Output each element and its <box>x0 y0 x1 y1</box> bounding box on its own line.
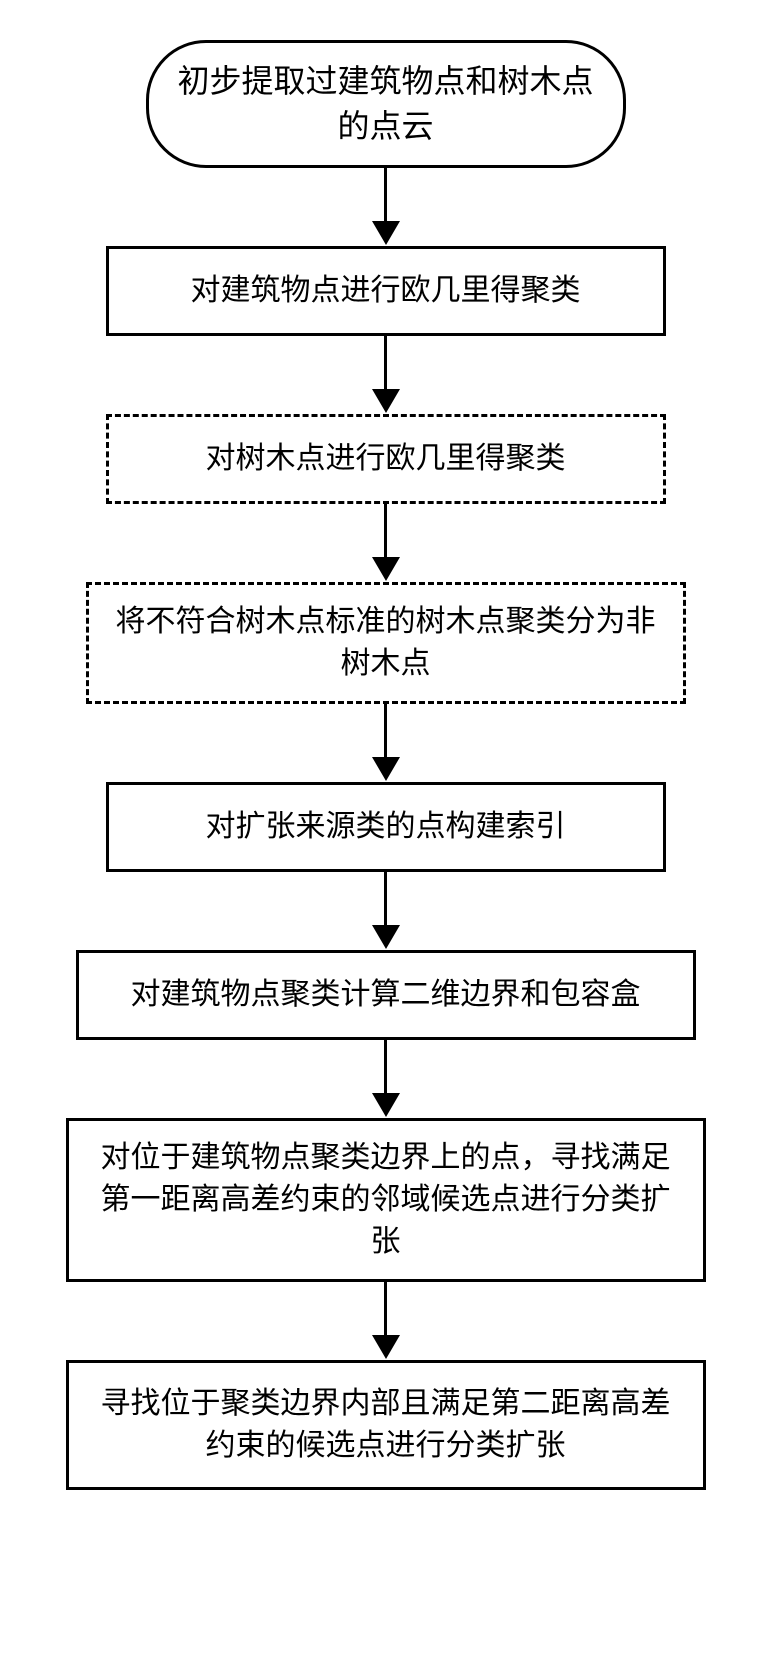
flowchart-arrow <box>372 504 400 582</box>
node-text: 对扩张来源类的点构建索引 <box>206 806 566 848</box>
flowchart-container: 初步提取过建筑物点和树木点的点云 对建筑物点进行欧几里得聚类 对树木点进行欧几里… <box>46 40 726 1490</box>
flowchart-process-step2-dashed: 对树木点进行欧几里得聚类 <box>106 414 666 504</box>
arrow-head-icon <box>372 389 400 413</box>
node-text: 将不符合树木点标准的树木点聚类分为非树木点 <box>113 601 659 685</box>
flowchart-terminator-start: 初步提取过建筑物点和树木点的点云 <box>146 40 626 168</box>
arrow-head-icon <box>372 1335 400 1359</box>
flowchart-arrow <box>372 704 400 782</box>
arrow-line <box>384 1282 387 1336</box>
flowchart-arrow <box>372 1282 400 1360</box>
flowchart-process-step4: 对扩张来源类的点构建索引 <box>106 782 666 872</box>
arrow-line <box>384 336 387 390</box>
node-text: 寻找位于聚类边界内部且满足第二距离高差约束的候选点进行分类扩张 <box>93 1383 679 1467</box>
node-text: 对建筑物点聚类计算二维边界和包容盒 <box>131 974 641 1016</box>
arrow-head-icon <box>372 925 400 949</box>
arrow-head-icon <box>372 757 400 781</box>
flowchart-process-step3-dashed: 将不符合树木点标准的树木点聚类分为非树木点 <box>86 582 686 704</box>
arrow-line <box>384 704 387 758</box>
node-text: 初步提取过建筑物点和树木点的点云 <box>173 59 599 149</box>
flowchart-arrow <box>372 336 400 414</box>
arrow-head-icon <box>372 1093 400 1117</box>
flowchart-process-step5: 对建筑物点聚类计算二维边界和包容盒 <box>76 950 696 1040</box>
node-text: 对位于建筑物点聚类边界上的点，寻找满足第一距离高差约束的邻域候选点进行分类扩张 <box>93 1137 679 1263</box>
arrow-line <box>384 1040 387 1094</box>
node-text: 对建筑物点进行欧几里得聚类 <box>191 270 581 312</box>
node-text: 对树木点进行欧几里得聚类 <box>206 438 566 480</box>
flowchart-process-step1: 对建筑物点进行欧几里得聚类 <box>106 246 666 336</box>
arrow-head-icon <box>372 557 400 581</box>
arrow-line <box>384 504 387 558</box>
arrow-line <box>384 872 387 926</box>
flowchart-process-step7: 寻找位于聚类边界内部且满足第二距离高差约束的候选点进行分类扩张 <box>66 1360 706 1490</box>
flowchart-process-step6: 对位于建筑物点聚类边界上的点，寻找满足第一距离高差约束的邻域候选点进行分类扩张 <box>66 1118 706 1282</box>
flowchart-arrow <box>372 872 400 950</box>
arrow-line <box>384 168 387 222</box>
flowchart-arrow <box>372 168 400 246</box>
arrow-head-icon <box>372 221 400 245</box>
flowchart-arrow <box>372 1040 400 1118</box>
